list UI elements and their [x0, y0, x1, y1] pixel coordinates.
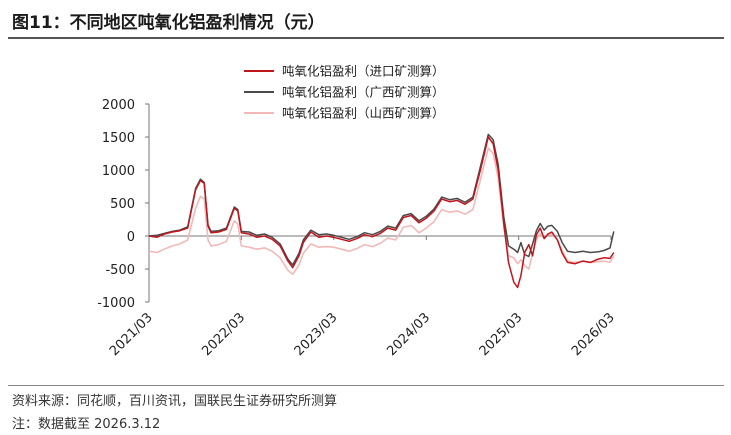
- y-tick-label: -1000: [97, 296, 135, 311]
- legend-label-shanxi: 吨氧化铝盈利（山西矿测算）: [282, 106, 445, 121]
- x-tick-label: 2025/03: [477, 310, 526, 359]
- footer-divider: [8, 385, 724, 386]
- title-divider: [8, 37, 724, 39]
- x-tick-label: 2023/03: [292, 310, 341, 359]
- y-tick-label: 500: [110, 197, 135, 212]
- y-tick-label: -500: [105, 263, 135, 278]
- figure-title: 图11：不同地区吨氧化铝盈利情况（元）: [12, 13, 325, 33]
- x-tick-label: 2024/03: [384, 310, 433, 359]
- date-note: 注：数据截至 2026.3.12: [12, 417, 161, 432]
- y-tick-label: 2000: [102, 98, 135, 113]
- chart-legend: 吨氧化铝盈利（进口矿测算） 吨氧化铝盈利（广西矿测算） 吨氧化铝盈利（山西矿测算）: [244, 64, 445, 121]
- series-line-shanxi: [148, 147, 615, 276]
- legend-label-import: 吨氧化铝盈利（进口矿测算）: [282, 64, 445, 79]
- y-tick-label: 1500: [102, 131, 135, 146]
- x-tick-label: 2022/03: [199, 310, 248, 359]
- chart-series-lines: [148, 133, 615, 289]
- legend-label-guangxi: 吨氧化铝盈利（广西矿测算）: [282, 85, 445, 100]
- series-line-guangxi: [148, 133, 615, 266]
- x-tick-label: 2026/03: [569, 310, 618, 359]
- y-tick-label: 1000: [102, 164, 135, 179]
- source-note: 资料来源：同花顺，百川资讯，国联民生证券研究所测算: [12, 394, 338, 409]
- profit-line-chart: -1000 -500 0 500 1000 1500 2000 2021/03 2022/03 2…: [97, 64, 618, 360]
- y-tick-label: 0: [127, 230, 135, 245]
- x-tick-label: 2021/03: [107, 310, 156, 359]
- series-line-import: [148, 136, 615, 289]
